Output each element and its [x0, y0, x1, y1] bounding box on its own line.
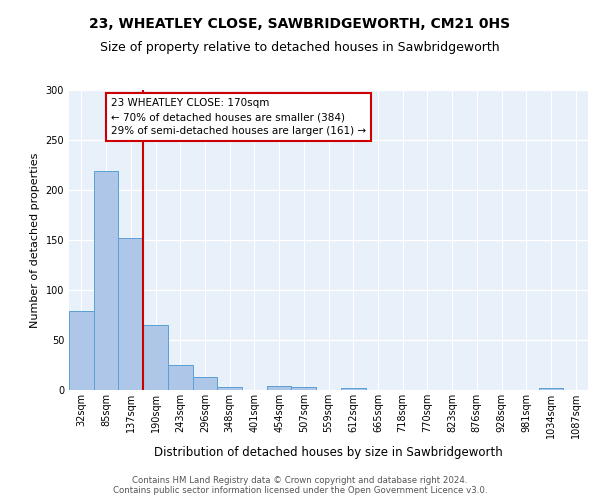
- Bar: [118, 238, 143, 390]
- Bar: [168, 365, 193, 390]
- Bar: [539, 388, 563, 390]
- Bar: [217, 387, 242, 390]
- Bar: [267, 386, 292, 390]
- Bar: [143, 325, 168, 390]
- Bar: [69, 311, 94, 390]
- Text: Size of property relative to detached houses in Sawbridgeworth: Size of property relative to detached ho…: [100, 41, 500, 54]
- Bar: [292, 387, 316, 390]
- Text: 23, WHEATLEY CLOSE, SAWBRIDGEWORTH, CM21 0HS: 23, WHEATLEY CLOSE, SAWBRIDGEWORTH, CM21…: [89, 18, 511, 32]
- X-axis label: Distribution of detached houses by size in Sawbridgeworth: Distribution of detached houses by size …: [154, 446, 503, 460]
- Text: 23 WHEATLEY CLOSE: 170sqm
← 70% of detached houses are smaller (384)
29% of semi: 23 WHEATLEY CLOSE: 170sqm ← 70% of detac…: [111, 98, 366, 136]
- Y-axis label: Number of detached properties: Number of detached properties: [30, 152, 40, 328]
- Text: Contains HM Land Registry data © Crown copyright and database right 2024.
Contai: Contains HM Land Registry data © Crown c…: [113, 476, 487, 495]
- Bar: [193, 377, 217, 390]
- Bar: [94, 171, 118, 390]
- Bar: [341, 388, 365, 390]
